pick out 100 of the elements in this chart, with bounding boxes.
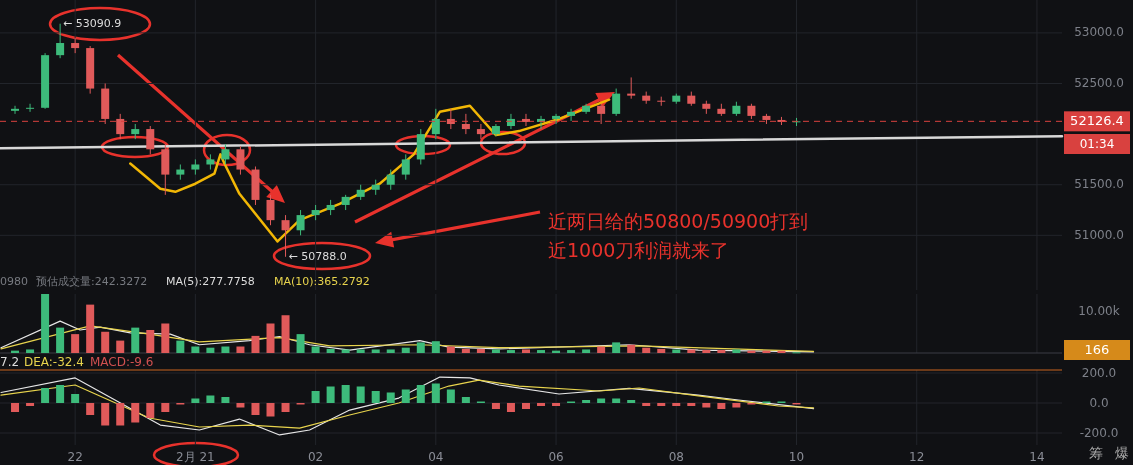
bar (161, 323, 170, 353)
bar (131, 403, 140, 423)
bar (582, 400, 591, 403)
candlestick (116, 113, 125, 140)
x-tick-label: 06 (548, 449, 564, 464)
bar (311, 346, 320, 353)
candlestick (56, 23, 65, 59)
bar (702, 350, 711, 353)
bar (116, 403, 125, 426)
bar (476, 348, 485, 353)
y-tick-label: 51000.0 (1074, 227, 1124, 242)
bar (371, 391, 380, 403)
candlestick (627, 76, 636, 100)
bar (521, 349, 530, 353)
bar (101, 403, 110, 426)
bar (161, 403, 170, 412)
candlestick (26, 103, 35, 113)
candlestick (401, 153, 410, 181)
candlestick (612, 88, 621, 117)
y-tick-label: 200.0 (1081, 365, 1117, 380)
bar (431, 341, 440, 353)
text: 10.00k (1078, 303, 1120, 318)
bar (461, 397, 470, 403)
bar (582, 349, 591, 353)
bar (446, 346, 455, 353)
x-tick-label: 04 (428, 449, 444, 464)
y-tick-label: 53000.0 (1074, 25, 1124, 40)
bar (236, 346, 245, 353)
bar (461, 348, 470, 353)
x-tick-label: 08 (668, 449, 684, 464)
candlestick (386, 169, 395, 191)
bar (206, 395, 215, 403)
candlestick (266, 194, 275, 226)
bar (672, 403, 681, 406)
y-tick-label: 52500.0 (1074, 76, 1124, 91)
bar (567, 350, 576, 353)
bar (491, 349, 500, 353)
bar (642, 347, 651, 353)
bar (386, 392, 395, 403)
candlestick (221, 143, 230, 165)
bar (116, 340, 125, 353)
bar (612, 342, 621, 353)
text: 筹 (1089, 445, 1103, 461)
bar (251, 335, 260, 353)
bar (401, 389, 410, 403)
bar (311, 391, 320, 403)
bar (281, 403, 290, 412)
x-tick-label: 10 (788, 449, 805, 464)
annotation: 预估成交量:242.3272 (36, 275, 148, 288)
text: 爆 (1115, 445, 1129, 461)
bar (221, 346, 230, 353)
bar (506, 403, 515, 412)
candlestick (71, 37, 80, 54)
x-tick-label: 22 (67, 449, 83, 464)
bar (537, 403, 546, 406)
y-tick-label: -200.0 (1079, 425, 1119, 440)
bar (146, 329, 155, 353)
bar (386, 349, 395, 353)
annotation: MA(10):365.2792 (274, 275, 370, 288)
bar (552, 403, 561, 406)
bar (326, 348, 335, 353)
bar (341, 349, 350, 353)
x-tick-label: 02 (307, 449, 324, 464)
bar (206, 347, 215, 353)
bar (251, 403, 260, 415)
bar (687, 403, 696, 406)
bar (717, 403, 726, 409)
candlestick (461, 113, 470, 135)
candlestick (236, 145, 245, 176)
bar (86, 304, 95, 353)
bar (687, 349, 696, 353)
bar (176, 340, 185, 353)
annotation: ← 50788.0 (288, 249, 347, 263)
candlestick (431, 108, 440, 140)
bar (672, 349, 681, 353)
bar (657, 403, 666, 406)
text: 7.2 (0, 354, 20, 369)
x-tick-label: 2月 21 (176, 449, 215, 464)
x-tick-label: 14 (1029, 449, 1045, 464)
bar (401, 347, 410, 353)
bar (431, 383, 440, 403)
bar (732, 403, 741, 408)
bar (281, 315, 290, 353)
bar (356, 386, 365, 403)
bar (627, 344, 636, 353)
bar (537, 350, 546, 353)
bar (266, 403, 275, 417)
bar (56, 327, 65, 353)
bar (506, 350, 515, 353)
bar (627, 400, 636, 403)
bar (26, 403, 35, 406)
bar (266, 323, 275, 353)
x-tick-label: 12 (909, 449, 925, 464)
candlestick (296, 209, 305, 236)
bar (371, 349, 380, 353)
bar (732, 349, 741, 353)
bar (86, 403, 95, 415)
bar (41, 388, 50, 403)
candlestick (597, 103, 606, 125)
annotation: MA(5):277.7758 (166, 275, 255, 288)
